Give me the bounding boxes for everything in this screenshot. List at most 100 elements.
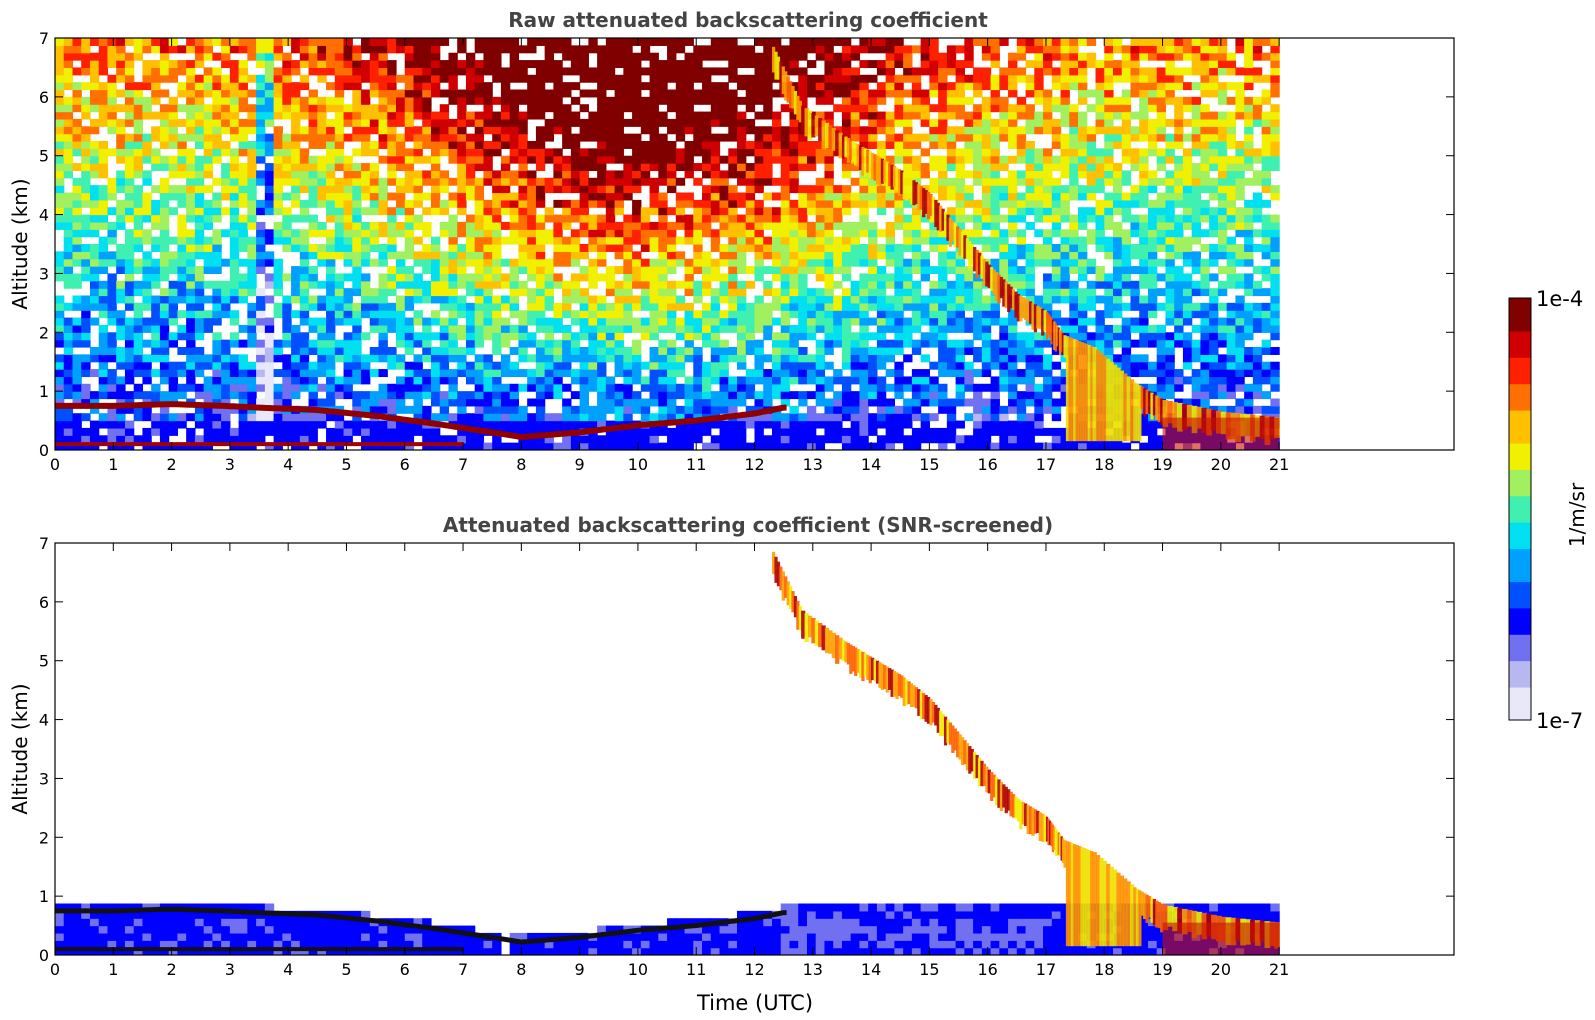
heatmap-cell [396, 332, 406, 341]
heatmap-cell [413, 141, 423, 149]
heatmap-cell [562, 251, 572, 260]
heatmap-cell [89, 74, 100, 83]
heatmap-cell [658, 133, 668, 142]
heatmap-cell [693, 280, 703, 289]
heatmap-cell [570, 163, 581, 172]
heatmap-cell [833, 339, 843, 348]
heatmap-cell [868, 361, 878, 370]
heatmap-cell [570, 155, 581, 164]
heatmap-cell [133, 141, 144, 149]
heatmap-cell [710, 141, 721, 149]
heatmap-cell [597, 170, 607, 179]
heatmap-cell [413, 295, 423, 304]
heatmap-cell [378, 38, 388, 46]
heatmap-cell [343, 214, 353, 223]
heatmap-cell [938, 398, 948, 407]
heatmap-cell [509, 413, 520, 422]
heatmap-cell [553, 74, 563, 83]
heatmap-cell [798, 435, 808, 444]
heatmap-cell [806, 236, 817, 245]
heatmap-cell [815, 141, 826, 149]
heatmap-cell [754, 221, 764, 230]
heatmap-cell [334, 177, 345, 186]
heatmap-cell [990, 199, 1000, 208]
heatmap-cell [186, 244, 196, 252]
heatmap-cell [597, 391, 607, 400]
heatmap-cell [929, 229, 939, 238]
heatmap-cell [483, 317, 493, 326]
heatmap-cell [273, 236, 283, 245]
heatmap-cell [72, 148, 82, 157]
heatmap-cell [264, 82, 275, 91]
heatmap-cell [55, 104, 65, 113]
heatmap-cell [334, 199, 345, 208]
heatmap-cell [483, 177, 493, 186]
heatmap-cell [632, 398, 642, 407]
heatmap-cell [299, 354, 310, 363]
heatmap-cell [317, 324, 327, 333]
heatmap-cell [658, 295, 668, 304]
heatmap-cell [72, 376, 82, 385]
heatmap-cell [693, 295, 703, 304]
heatmap-cell [885, 251, 895, 260]
heatmap-cell [597, 310, 607, 319]
heatmap-cell [404, 133, 415, 142]
heatmap-cell [63, 251, 74, 260]
heatmap-cell [562, 339, 572, 348]
heatmap-cell [133, 266, 144, 275]
heatmap-cell [614, 302, 624, 311]
heatmap-cell [544, 89, 554, 98]
heatmap-cell [981, 133, 992, 142]
heatmap-cell [876, 111, 887, 120]
heatmap-cell [343, 236, 353, 245]
heatmap-cell [518, 339, 528, 348]
heatmap-cell [868, 192, 878, 201]
heatmap-cell [719, 155, 729, 164]
heatmap-cell [107, 317, 117, 326]
heatmap-cell [361, 354, 371, 363]
heatmap-cell [72, 435, 82, 444]
heatmap-cell [492, 266, 502, 275]
heatmap-cell [903, 244, 913, 252]
heatmap-cell [194, 96, 205, 105]
heatmap-cell [159, 89, 170, 98]
heatmap-cell [404, 361, 415, 370]
heatmap-cell [177, 155, 187, 164]
heatmap-cell [247, 288, 257, 297]
heatmap-cell [841, 45, 852, 54]
heatmap-cell [378, 74, 388, 83]
heatmap-cell [273, 280, 283, 289]
heatmap-cell [465, 148, 476, 157]
heatmap-cell [361, 141, 371, 149]
heatmap-cell [798, 273, 808, 282]
heatmap-cell [422, 383, 432, 392]
heatmap-cell [929, 133, 939, 142]
heatmap-cell [623, 192, 633, 201]
heatmap-cell [98, 383, 109, 392]
heatmap-cell [754, 273, 764, 282]
heatmap-cell [815, 45, 826, 54]
heatmap-cell [824, 96, 834, 105]
heatmap-cell [702, 82, 712, 91]
heatmap-cell [326, 413, 336, 422]
heatmap-cell [430, 163, 441, 172]
heatmap-cell [789, 52, 799, 61]
heatmap-cell [815, 376, 826, 385]
heatmap-cell [710, 442, 721, 450]
heatmap-cell [98, 361, 109, 370]
heatmap-cell [789, 141, 799, 149]
heatmap-cell [850, 236, 861, 245]
heatmap-cell [474, 413, 485, 422]
heatmap-cell [159, 420, 170, 429]
heatmap-cell [361, 398, 371, 407]
heatmap-cell [798, 67, 808, 76]
heatmap-cell [387, 302, 397, 311]
heatmap-cell [343, 185, 353, 194]
heatmap-cell [124, 302, 135, 311]
heatmap-cell [868, 251, 878, 260]
heatmap-cell [684, 258, 694, 267]
heatmap-cell [946, 148, 957, 157]
heatmap-cell [168, 74, 179, 83]
heatmap-cell [964, 435, 974, 444]
heatmap-cell [378, 420, 388, 429]
